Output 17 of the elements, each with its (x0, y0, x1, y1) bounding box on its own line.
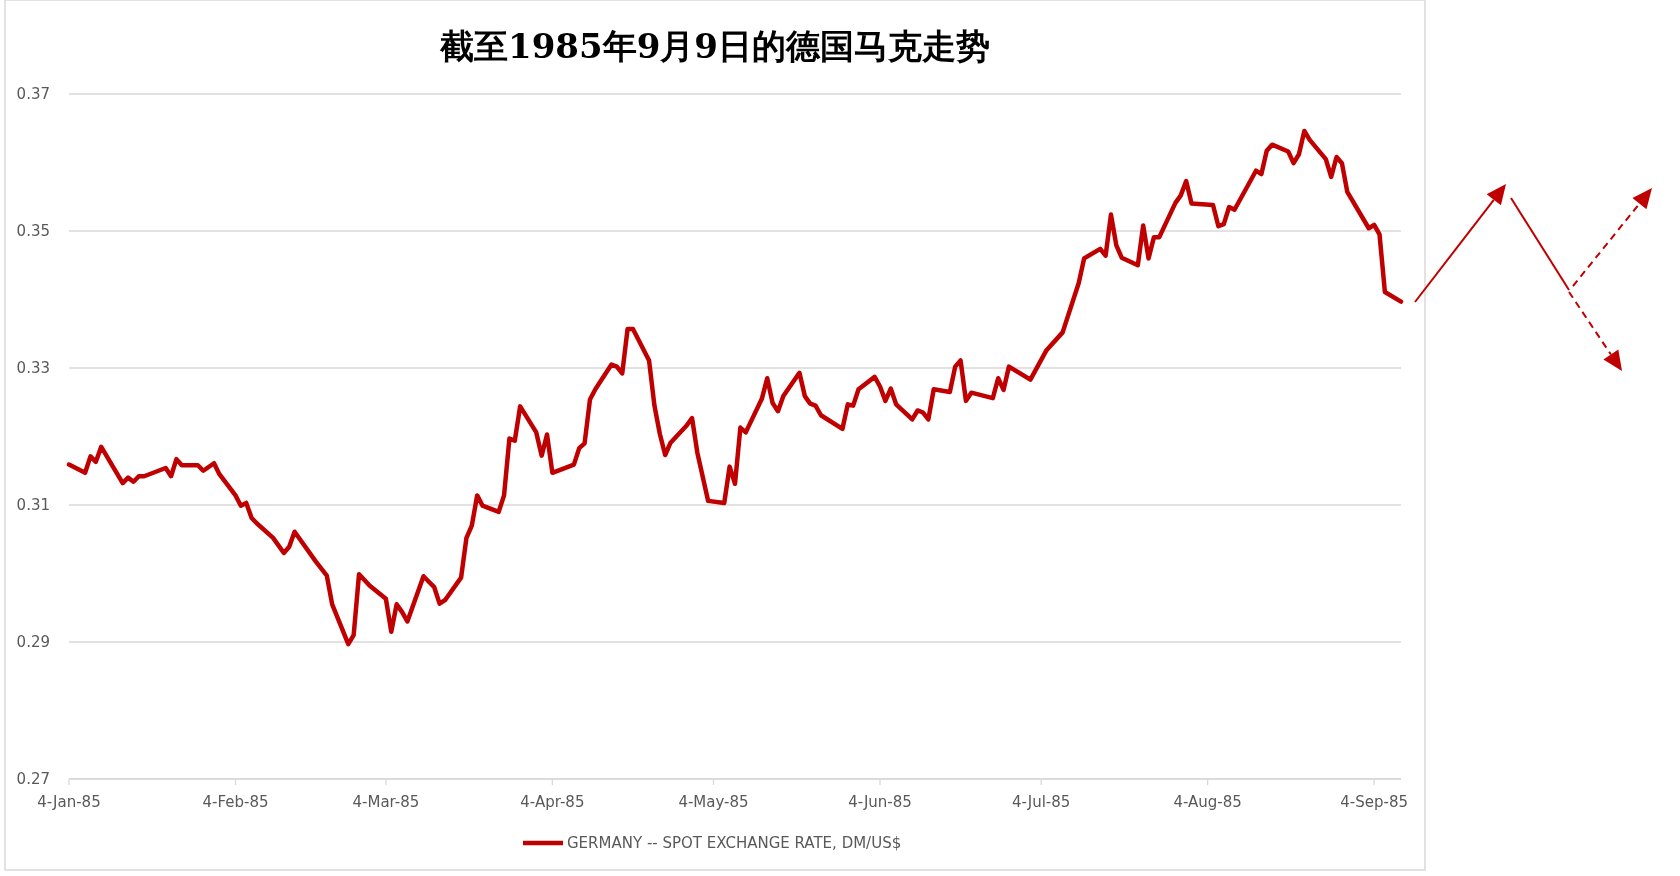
chart-title: 截至1985年9月9日的德国马克走势 (439, 26, 990, 66)
x-tick-label: 4-Sep-85 (1340, 793, 1409, 811)
y-tick-label: 0.31 (16, 496, 50, 514)
legend: GERMANY -- SPOT EXCHANGE RATE, DM/US$ (523, 834, 902, 852)
x-tick-label: 4-Jan-85 (37, 793, 101, 811)
x-tick-label: 4-Jun-85 (848, 793, 912, 811)
x-tick-label: 4-Feb-85 (202, 793, 269, 811)
x-tick-label: 4-May-85 (678, 793, 749, 811)
y-tick-label: 0.37 (16, 85, 50, 103)
x-tick-label: 4-Aug-85 (1173, 793, 1242, 811)
y-tick-label: 0.27 (16, 770, 50, 788)
x-tick-label: 4-Apr-85 (520, 793, 585, 811)
x-tick-label: 4-Jul-85 (1011, 793, 1071, 811)
y-tick-label: 0.29 (16, 633, 50, 651)
x-tick-label: 4-Mar-85 (352, 793, 420, 811)
y-tick-label: 0.35 (16, 222, 50, 240)
y-tick-label: 0.33 (16, 359, 50, 377)
